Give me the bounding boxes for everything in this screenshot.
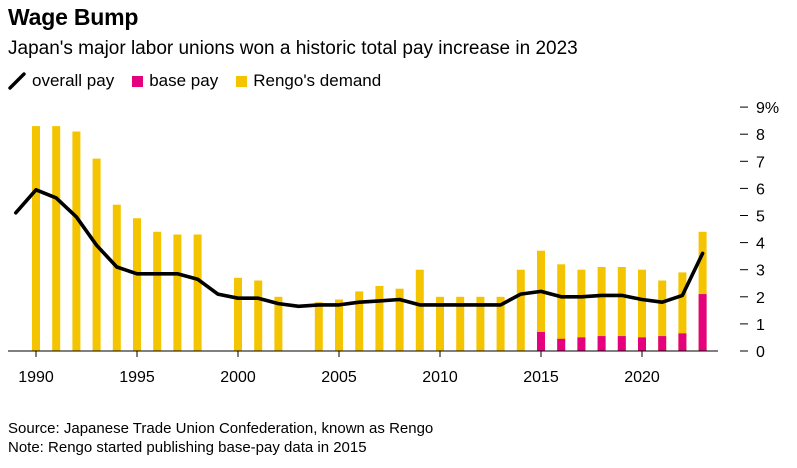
legend-label: overall pay xyxy=(32,71,115,90)
demand-bar xyxy=(52,126,61,351)
x-tick-label: 2010 xyxy=(422,369,458,386)
legend-label: Rengo's demand xyxy=(253,71,382,90)
y-tick-label: 7 xyxy=(756,154,765,171)
demand-bar xyxy=(456,296,465,351)
x-tick-label: 2000 xyxy=(220,369,256,386)
base-pay-bar xyxy=(617,336,626,351)
demand-bar xyxy=(173,234,182,351)
demand-bar xyxy=(375,286,384,351)
demand-bar xyxy=(597,267,606,351)
base-pay-bar xyxy=(597,336,606,351)
y-tick-label: 1 xyxy=(756,317,765,334)
x-tick-label: 2020 xyxy=(624,369,660,386)
chart-title: Wage Bump xyxy=(8,4,139,30)
x-tick-label: 1990 xyxy=(18,369,54,386)
demand-bar xyxy=(617,267,626,351)
y-tick-label: 9% xyxy=(756,100,779,117)
y-tick-label: 6 xyxy=(756,181,765,198)
demand-bar xyxy=(476,296,485,351)
demand-bar xyxy=(355,291,364,351)
base-pay-bar xyxy=(658,336,667,351)
x-tick-label: 1995 xyxy=(119,369,155,386)
base-pay-bar xyxy=(678,333,687,351)
demand-bar xyxy=(698,231,707,351)
base-pay-bar xyxy=(577,337,586,351)
demand-bar xyxy=(678,272,687,351)
chart-area: 1990 1995 2000 2005 2010 2015 2020 0 1 2 3 4 5 6 7 8 9% xyxy=(8,100,779,386)
demand-bar xyxy=(436,296,444,351)
demand-bar xyxy=(193,234,202,351)
demand-bar xyxy=(314,302,323,351)
source-note: Source: Japanese Trade Union Confederati… xyxy=(8,420,434,437)
demand-bar xyxy=(92,158,101,351)
chart-subtitle: Japan's major labor unions won a histori… xyxy=(8,38,578,59)
data-note: Note: Rengo started publishing base-pay … xyxy=(8,439,367,456)
y-tick-label: 8 xyxy=(756,127,765,144)
demand-bar xyxy=(638,269,646,351)
base-pay-bar xyxy=(638,337,646,351)
y-tick-label: 2 xyxy=(756,290,765,307)
demand-bar xyxy=(274,296,283,351)
legend-label: base pay xyxy=(149,71,219,90)
y-tick-label: 4 xyxy=(756,236,765,253)
demand-bar xyxy=(658,280,667,351)
chart-svg: 1990 1995 2000 2005 2010 2015 2020 0 1 2 3 4 5 6 7 8 9% xyxy=(8,100,779,386)
demand-bar xyxy=(415,269,424,351)
base-pay-bar xyxy=(537,332,545,351)
base-pay-bar xyxy=(698,294,707,351)
demand-bar xyxy=(496,296,505,351)
y-tick-label: 3 xyxy=(756,263,765,280)
overall-pay-line xyxy=(14,188,705,309)
line-swatch-icon xyxy=(8,72,26,90)
demand-bar xyxy=(254,280,263,351)
demand-bar xyxy=(335,299,343,351)
demand-bar xyxy=(153,231,162,351)
chart-legend: overall pay base pay Rengo's demand xyxy=(8,70,399,92)
demand-bar xyxy=(234,277,242,351)
legend-item-base-pay: base pay xyxy=(132,71,218,91)
y-tick-label: 0 xyxy=(756,344,765,361)
y-tick-label: 5 xyxy=(756,209,765,226)
box-swatch-icon xyxy=(236,75,248,87)
legend-item-rengos-demand: Rengo's demand xyxy=(236,71,381,91)
x-tick-label: 2015 xyxy=(523,369,559,386)
demand-bar xyxy=(112,204,121,351)
x-tick-label: 2005 xyxy=(321,369,357,386)
demand-bar xyxy=(133,218,141,351)
demand-bar xyxy=(516,269,525,351)
box-swatch-icon xyxy=(132,75,144,87)
demand-bar xyxy=(537,250,545,351)
demand-bar xyxy=(577,269,586,351)
demand-bar xyxy=(32,126,40,351)
legend-item-overall-pay: overall pay xyxy=(8,71,114,91)
base-pay-bar xyxy=(557,338,566,351)
demand-bar xyxy=(395,288,404,351)
demand-bar xyxy=(557,264,566,351)
demand-bar xyxy=(72,131,81,351)
